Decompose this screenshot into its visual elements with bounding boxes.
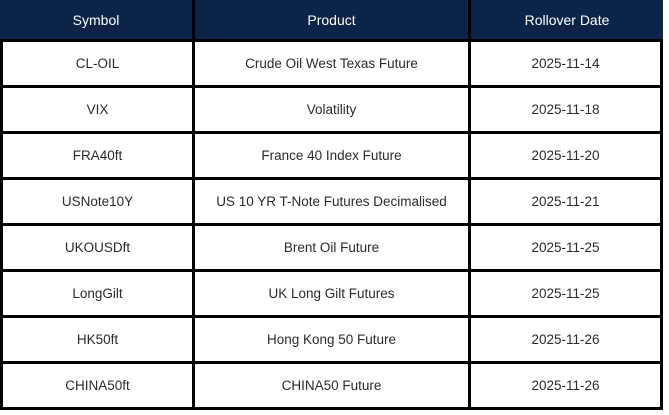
table-header-row: Symbol Product Rollover Date xyxy=(0,0,663,42)
rollover-date-cell: 2025-11-20 xyxy=(471,134,663,180)
rollover-date-cell: 2025-11-14 xyxy=(471,42,663,88)
product-cell: CHINA50 Future xyxy=(195,364,471,410)
table-row: LongGilt UK Long Gilt Futures 2025-11-25 xyxy=(0,272,663,318)
product-cell: France 40 Index Future xyxy=(195,134,471,180)
table-row: HK50ft Hong Kong 50 Future 2025-11-26 xyxy=(0,318,663,364)
rollover-date-cell: 2025-11-26 xyxy=(471,364,663,410)
symbol-cell: CL-OIL xyxy=(0,42,195,88)
product-cell: Volatility xyxy=(195,88,471,134)
table-row: CL-OIL Crude Oil West Texas Future 2025-… xyxy=(0,42,663,88)
symbol-cell: USNote10Y xyxy=(0,180,195,226)
symbol-cell: UKOUSDft xyxy=(0,226,195,272)
column-header-product: Product xyxy=(195,0,471,42)
rollover-date-cell: 2025-11-25 xyxy=(471,226,663,272)
rollover-date-cell: 2025-11-26 xyxy=(471,318,663,364)
column-header-rollover-date: Rollover Date xyxy=(471,0,663,42)
table-row: USNote10Y US 10 YR T-Note Futures Decima… xyxy=(0,180,663,226)
table-row: CHINA50ft CHINA50 Future 2025-11-26 xyxy=(0,364,663,410)
symbol-cell: CHINA50ft xyxy=(0,364,195,410)
product-cell: UK Long Gilt Futures xyxy=(195,272,471,318)
product-cell: Hong Kong 50 Future xyxy=(195,318,471,364)
rollover-date-cell: 2025-11-25 xyxy=(471,272,663,318)
symbol-cell: FRA40ft xyxy=(0,134,195,180)
table-row: UKOUSDft Brent Oil Future 2025-11-25 xyxy=(0,226,663,272)
symbol-cell: VIX xyxy=(0,88,195,134)
table-row: FRA40ft France 40 Index Future 2025-11-2… xyxy=(0,134,663,180)
product-cell: US 10 YR T-Note Futures Decimalised xyxy=(195,180,471,226)
product-cell: Brent Oil Future xyxy=(195,226,471,272)
column-header-symbol: Symbol xyxy=(0,0,195,42)
rollover-date-cell: 2025-11-18 xyxy=(471,88,663,134)
table-row: VIX Volatility 2025-11-18 xyxy=(0,88,663,134)
product-cell: Crude Oil West Texas Future xyxy=(195,42,471,88)
symbol-cell: HK50ft xyxy=(0,318,195,364)
rollover-schedule-table: Symbol Product Rollover Date CL-OIL Crud… xyxy=(0,0,663,410)
symbol-cell: LongGilt xyxy=(0,272,195,318)
rollover-date-cell: 2025-11-21 xyxy=(471,180,663,226)
